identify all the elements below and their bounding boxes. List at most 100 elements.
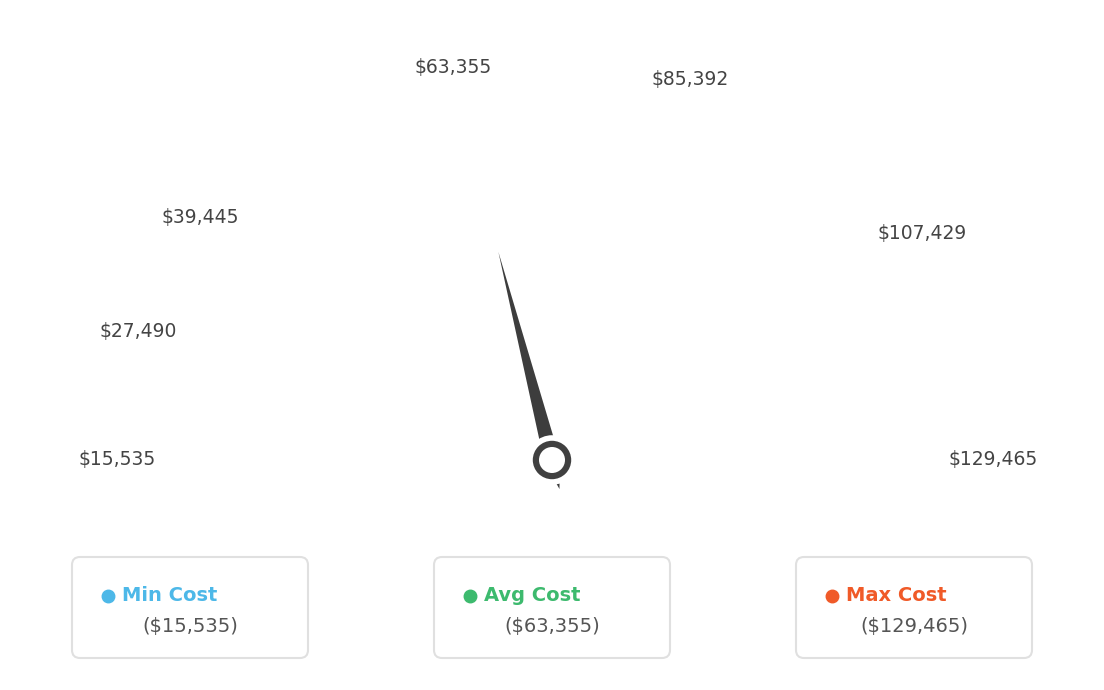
Wedge shape (452, 676, 491, 690)
Wedge shape (416, 669, 469, 690)
Wedge shape (499, 682, 521, 690)
Wedge shape (725, 602, 831, 689)
Wedge shape (655, 660, 719, 690)
Wedge shape (592, 681, 619, 690)
Wedge shape (258, 591, 370, 671)
Wedge shape (212, 534, 340, 582)
Wedge shape (774, 493, 909, 516)
Wedge shape (596, 680, 627, 690)
Wedge shape (682, 642, 764, 690)
Wedge shape (675, 647, 751, 690)
Wedge shape (746, 571, 866, 640)
Wedge shape (226, 556, 350, 617)
Wedge shape (757, 549, 882, 607)
Wedge shape (533, 684, 542, 690)
Wedge shape (492, 682, 517, 690)
Wedge shape (194, 484, 329, 502)
Circle shape (539, 447, 565, 473)
Wedge shape (775, 484, 910, 502)
Wedge shape (754, 558, 877, 620)
Wedge shape (267, 598, 375, 684)
Wedge shape (742, 579, 858, 653)
Wedge shape (722, 605, 827, 690)
Wedge shape (777, 467, 912, 475)
Wedge shape (248, 580, 363, 656)
Wedge shape (202, 513, 335, 549)
Wedge shape (662, 655, 732, 690)
Wedge shape (641, 666, 699, 690)
Wedge shape (573, 684, 590, 690)
Wedge shape (507, 683, 527, 690)
Wedge shape (522, 684, 535, 690)
Wedge shape (359, 650, 434, 690)
Wedge shape (463, 678, 498, 690)
Wedge shape (743, 577, 860, 650)
Wedge shape (767, 523, 898, 564)
Wedge shape (347, 644, 425, 690)
Text: $63,355: $63,355 (415, 57, 491, 77)
Wedge shape (637, 667, 691, 690)
Wedge shape (184, 460, 920, 690)
Wedge shape (758, 547, 884, 603)
Wedge shape (379, 657, 446, 690)
Wedge shape (741, 580, 856, 656)
Wedge shape (197, 497, 330, 524)
Wedge shape (693, 633, 782, 690)
Wedge shape (413, 667, 467, 690)
Wedge shape (408, 667, 465, 690)
Wedge shape (223, 551, 348, 610)
Wedge shape (587, 682, 612, 690)
Wedge shape (195, 493, 330, 516)
Wedge shape (639, 667, 696, 690)
Wedge shape (764, 532, 893, 578)
Wedge shape (569, 684, 582, 690)
Wedge shape (660, 656, 729, 690)
Wedge shape (776, 472, 912, 482)
Wedge shape (598, 680, 630, 690)
Wedge shape (556, 685, 563, 690)
Wedge shape (329, 460, 775, 683)
Wedge shape (233, 564, 353, 630)
Wedge shape (571, 684, 586, 690)
Wedge shape (263, 594, 373, 678)
Wedge shape (577, 683, 597, 690)
Wedge shape (777, 469, 912, 479)
Wedge shape (696, 632, 784, 690)
Wedge shape (320, 632, 408, 690)
Wedge shape (652, 660, 715, 690)
Wedge shape (708, 621, 804, 690)
Wedge shape (777, 462, 912, 468)
Wedge shape (338, 640, 420, 690)
Wedge shape (485, 681, 512, 690)
Text: $15,535: $15,535 (78, 451, 156, 469)
Wedge shape (754, 556, 878, 617)
Wedge shape (477, 680, 508, 690)
Wedge shape (518, 684, 533, 690)
Wedge shape (606, 678, 641, 690)
Wedge shape (206, 523, 337, 564)
Wedge shape (216, 541, 343, 593)
Circle shape (530, 438, 574, 482)
Wedge shape (702, 626, 796, 690)
Wedge shape (488, 682, 514, 690)
Wedge shape (656, 658, 722, 690)
Wedge shape (549, 685, 552, 690)
Wedge shape (684, 640, 766, 690)
Wedge shape (769, 516, 901, 553)
Wedge shape (635, 669, 688, 690)
Wedge shape (459, 678, 496, 690)
Wedge shape (698, 631, 787, 690)
Wedge shape (775, 486, 910, 505)
Wedge shape (242, 575, 360, 647)
Wedge shape (771, 511, 902, 546)
Wedge shape (392, 662, 454, 690)
Wedge shape (213, 536, 341, 586)
Wedge shape (745, 573, 863, 643)
Wedge shape (726, 600, 835, 687)
Wedge shape (583, 682, 605, 690)
Wedge shape (420, 669, 471, 690)
Wedge shape (590, 682, 616, 690)
Wedge shape (749, 569, 868, 637)
FancyBboxPatch shape (796, 557, 1032, 658)
Wedge shape (628, 671, 678, 690)
